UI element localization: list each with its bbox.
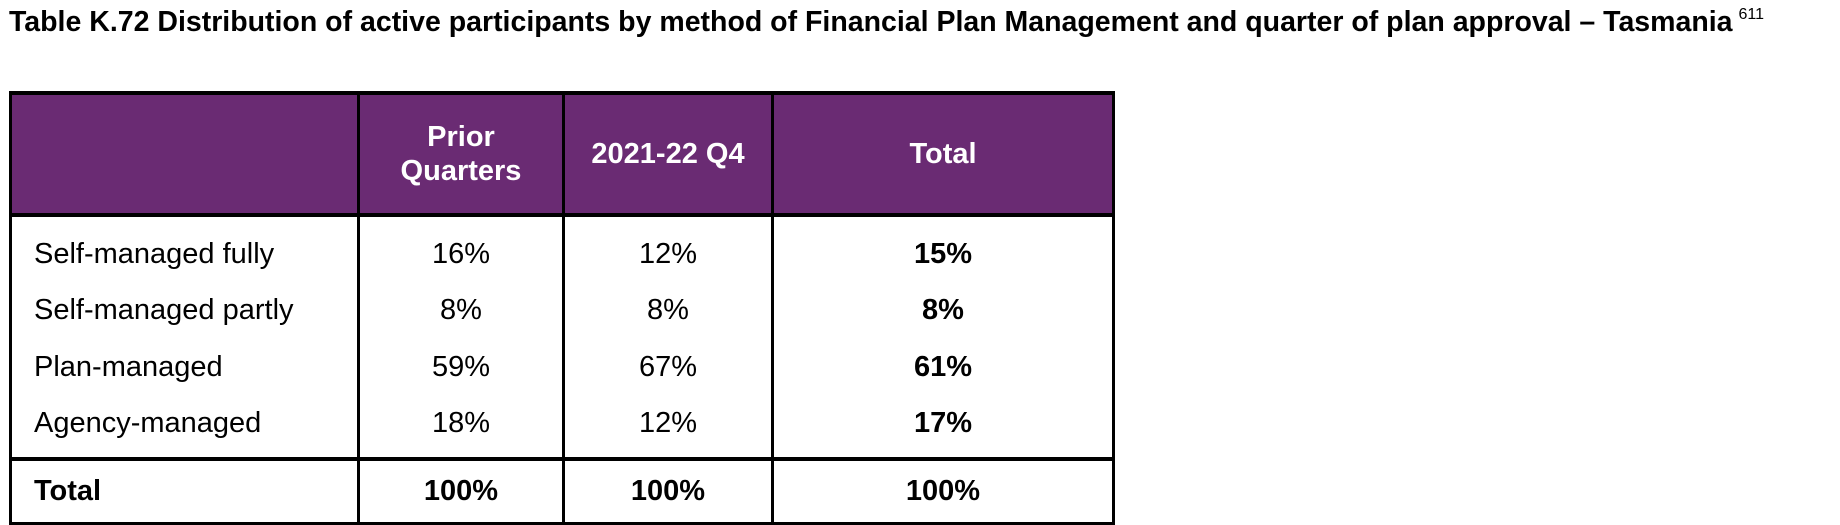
table-caption: Table K.72 Distribution of active partic… — [9, 4, 1829, 41]
total-row: Total 100% 100% 100% — [9, 457, 1115, 525]
table-row: Self-managed partly 8% 8% 8% — [9, 282, 1115, 339]
total-total: 100% — [771, 457, 1115, 525]
row-label: Agency-managed — [9, 396, 360, 459]
caption-text: Table K.72 Distribution of active partic… — [9, 6, 1733, 38]
table-row: Agency-managed 18% 12% 17% — [9, 396, 1115, 459]
header-row: Prior Quarters 2021-22 Q4 Total — [9, 91, 1115, 217]
table-row: Self-managed fully 16% 12% 15% — [9, 215, 1115, 282]
cell-total: 61% — [771, 339, 1115, 396]
cell-total: 17% — [771, 396, 1115, 459]
cell-prior-quarters: 8% — [357, 282, 565, 339]
distribution-table: Prior Quarters 2021-22 Q4 Total Self-man… — [9, 91, 1115, 525]
row-label: Self-managed partly — [9, 282, 360, 339]
cell-2021-22-q4: 12% — [562, 215, 774, 282]
cell-prior-quarters: 59% — [357, 339, 565, 396]
cell-total: 8% — [771, 282, 1115, 339]
cell-2021-22-q4: 67% — [562, 339, 774, 396]
cell-total: 15% — [771, 215, 1115, 282]
footnote-marker: 611 — [1738, 6, 1765, 23]
header-empty-cell — [9, 91, 360, 217]
cell-prior-quarters: 16% — [357, 215, 565, 282]
table-row: Plan-managed 59% 67% 61% — [9, 339, 1115, 396]
total-prior-quarters: 100% — [357, 457, 565, 525]
cell-2021-22-q4: 8% — [562, 282, 774, 339]
header-total: Total — [771, 91, 1115, 217]
cell-2021-22-q4: 12% — [562, 396, 774, 459]
total-2021-22-q4: 100% — [562, 457, 774, 525]
header-prior-quarters: Prior Quarters — [357, 91, 565, 217]
total-row-label: Total — [9, 457, 360, 525]
cell-prior-quarters: 18% — [357, 396, 565, 459]
row-label: Plan-managed — [9, 339, 360, 396]
header-prior-quarters-label: Prior Quarters — [400, 121, 522, 187]
row-label: Self-managed fully — [9, 215, 360, 282]
header-2021-22-q4: 2021-22 Q4 — [562, 91, 774, 217]
